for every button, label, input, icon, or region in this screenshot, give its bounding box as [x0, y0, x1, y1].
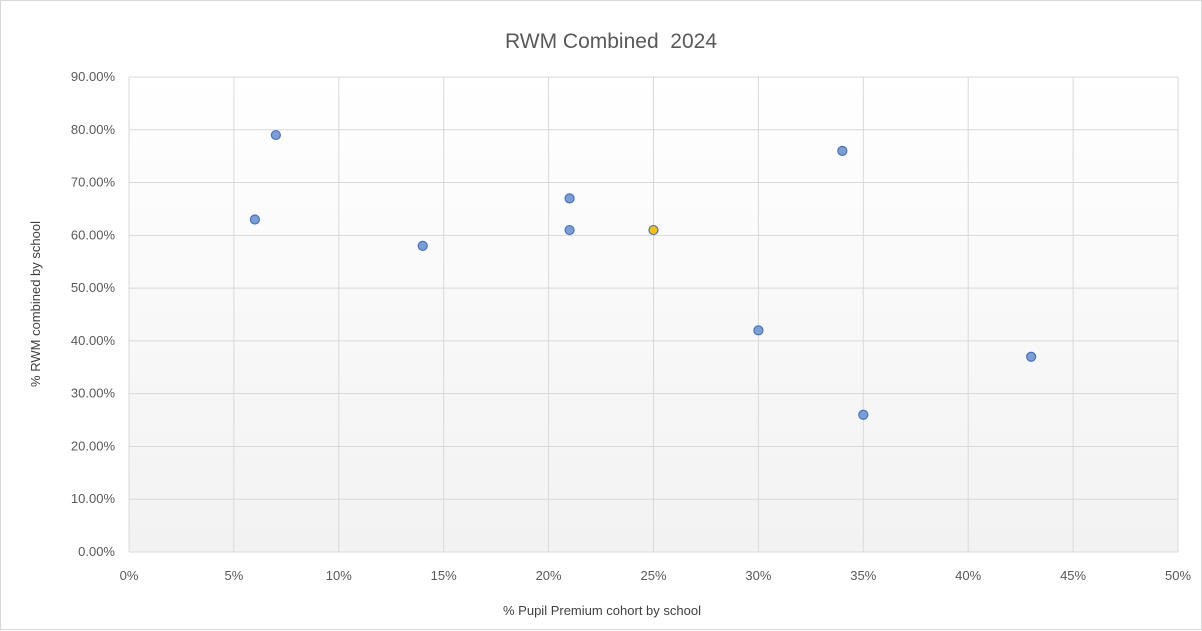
x-tick-label: 25% [640, 568, 666, 583]
highlighted-data-point [648, 224, 659, 236]
x-tick-label: 50% [1165, 568, 1191, 583]
y-axis-label: % RWM combined by school [28, 221, 43, 387]
x-axis-ticks: 0% 5% 10% 15% 20% 25% 30% 35% 40% 45% 50% [120, 568, 1192, 583]
data-point [1026, 351, 1037, 362]
x-tick-label: 10% [326, 568, 352, 583]
x-tick-label: 30% [745, 568, 771, 583]
y-tick-label: 80.00% [71, 122, 116, 137]
data-point [249, 214, 260, 225]
x-tick-label: 20% [536, 568, 562, 583]
y-tick-label: 90.00% [71, 69, 116, 84]
data-point [858, 409, 869, 420]
y-axis-ticks: 0.00% 10.00% 20.00% 30.00% 40.00% 50.00% 60.00… [71, 69, 116, 559]
y-tick-label: 50.00% [71, 280, 116, 295]
data-points [249, 129, 1037, 420]
y-tick-label: 20.00% [71, 438, 116, 453]
y-tick-label: 60.00% [71, 227, 116, 242]
y-tick-label: 30.00% [71, 386, 116, 401]
x-tick-label: 5% [225, 568, 244, 583]
y-tick-label: 0.00% [78, 544, 115, 559]
y-tick-label: 40.00% [71, 333, 116, 348]
x-axis-label: % Pupil Premium cohort by school [503, 603, 701, 618]
x-tick-label: 45% [1060, 568, 1086, 583]
data-point [837, 145, 848, 156]
x-tick-label: 40% [955, 568, 981, 583]
y-tick-label: 70.00% [71, 175, 116, 190]
data-point [417, 240, 428, 251]
gridlines [128, 76, 1179, 553]
x-tick-label: 0% [120, 568, 139, 583]
data-point [564, 224, 575, 236]
chart-title: RWM Combined 2024 [505, 30, 717, 53]
y-tick-label: 10.00% [71, 491, 116, 506]
x-tick-label: 35% [850, 568, 876, 583]
data-point [564, 193, 575, 204]
data-point [753, 325, 764, 336]
x-tick-label: 15% [431, 568, 457, 583]
data-point [270, 129, 281, 141]
